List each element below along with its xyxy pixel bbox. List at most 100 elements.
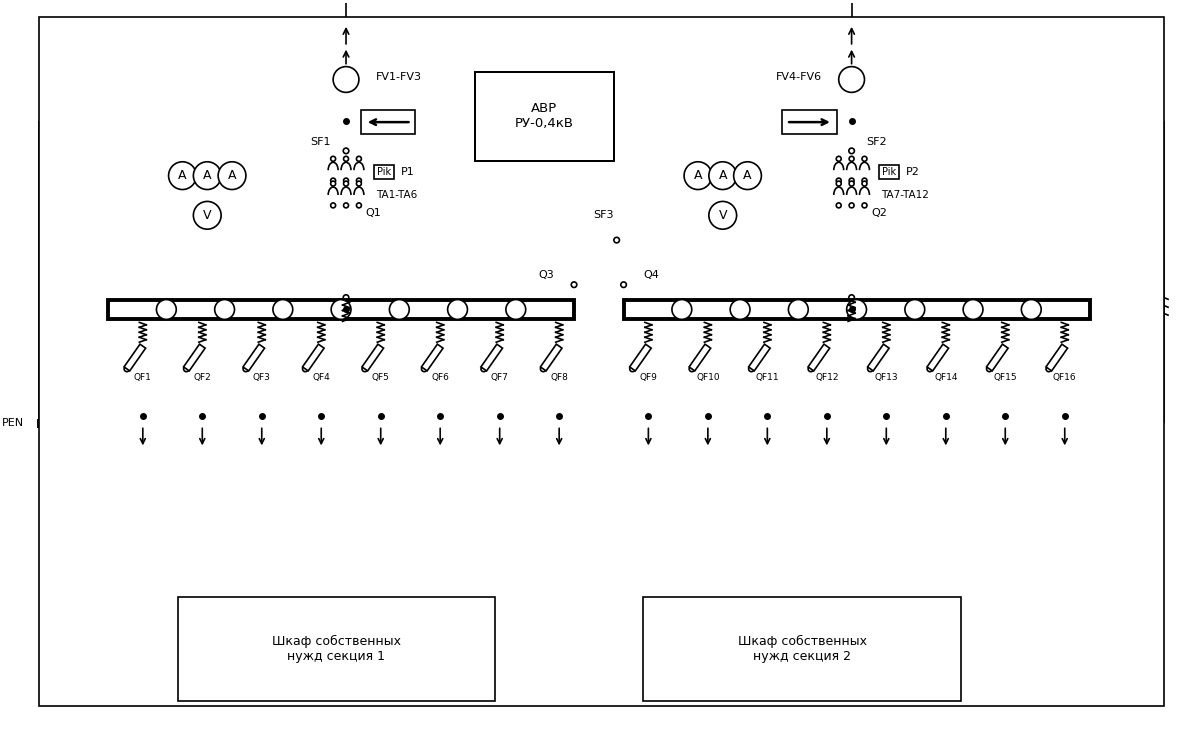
Circle shape xyxy=(505,300,526,319)
Circle shape xyxy=(850,181,854,186)
Polygon shape xyxy=(690,344,711,371)
Text: FV4-FV6: FV4-FV6 xyxy=(776,71,822,82)
Circle shape xyxy=(390,300,409,319)
Circle shape xyxy=(789,300,808,319)
Bar xyxy=(624,300,1090,319)
Circle shape xyxy=(963,300,983,319)
Circle shape xyxy=(848,295,854,300)
Circle shape xyxy=(836,156,841,161)
Text: PEN: PEN xyxy=(1,418,24,429)
Circle shape xyxy=(862,178,866,183)
Circle shape xyxy=(356,181,361,186)
Text: QF10: QF10 xyxy=(695,373,719,382)
Bar xyxy=(474,71,614,161)
Circle shape xyxy=(331,156,336,161)
Circle shape xyxy=(987,366,992,372)
Bar xyxy=(361,110,416,134)
Polygon shape xyxy=(927,344,949,371)
Polygon shape xyxy=(243,344,264,371)
Circle shape xyxy=(848,148,854,154)
Text: A: A xyxy=(228,169,237,182)
Circle shape xyxy=(356,156,361,161)
Text: P2: P2 xyxy=(906,167,920,176)
Bar xyxy=(178,597,495,701)
Text: Шкаф собственных
нужд секция 2: Шкаф собственных нужд секция 2 xyxy=(737,635,866,663)
Circle shape xyxy=(194,162,221,190)
Circle shape xyxy=(850,203,854,208)
Circle shape xyxy=(1022,300,1041,319)
Circle shape xyxy=(343,148,349,154)
Circle shape xyxy=(927,366,932,372)
Text: P1: P1 xyxy=(400,167,415,176)
Polygon shape xyxy=(987,344,1009,371)
Circle shape xyxy=(808,366,814,372)
Circle shape xyxy=(422,366,427,372)
Circle shape xyxy=(672,300,692,319)
Text: QF11: QF11 xyxy=(755,373,779,382)
Text: Шкаф собственных
нужд секция 1: Шкаф собственных нужд секция 1 xyxy=(271,635,400,663)
Circle shape xyxy=(850,178,854,183)
Text: Q4: Q4 xyxy=(643,270,660,280)
Text: Q3: Q3 xyxy=(539,270,554,280)
Polygon shape xyxy=(422,344,443,371)
Text: Pik: Pik xyxy=(376,167,391,176)
Circle shape xyxy=(862,203,866,208)
Circle shape xyxy=(480,366,486,372)
Text: Q2: Q2 xyxy=(871,208,888,218)
Bar xyxy=(643,597,961,701)
Circle shape xyxy=(614,238,619,243)
Polygon shape xyxy=(748,344,771,371)
Bar xyxy=(783,110,836,134)
Circle shape xyxy=(734,162,761,190)
Circle shape xyxy=(184,366,189,372)
Circle shape xyxy=(343,156,349,161)
Text: V: V xyxy=(203,208,212,222)
Text: QF14: QF14 xyxy=(934,373,957,382)
Text: QF4: QF4 xyxy=(312,373,330,382)
Circle shape xyxy=(836,203,841,208)
Circle shape xyxy=(748,366,754,372)
Text: A: A xyxy=(694,169,703,182)
Text: Pik: Pik xyxy=(882,167,896,176)
Circle shape xyxy=(343,295,349,300)
Circle shape xyxy=(448,300,467,319)
Polygon shape xyxy=(124,344,146,371)
Text: SF2: SF2 xyxy=(866,137,887,147)
Circle shape xyxy=(124,366,130,372)
Text: A: A xyxy=(203,169,212,182)
Polygon shape xyxy=(540,344,562,371)
Polygon shape xyxy=(808,344,829,371)
Circle shape xyxy=(571,282,577,287)
Circle shape xyxy=(684,162,712,190)
Text: QF13: QF13 xyxy=(875,373,899,382)
Circle shape xyxy=(862,156,866,161)
Text: QF12: QF12 xyxy=(815,373,839,382)
Text: QF6: QF6 xyxy=(431,373,449,382)
Text: QF3: QF3 xyxy=(253,373,271,382)
Circle shape xyxy=(1046,366,1052,372)
Circle shape xyxy=(839,66,864,93)
Circle shape xyxy=(362,366,368,372)
Circle shape xyxy=(272,300,293,319)
Polygon shape xyxy=(1046,344,1067,371)
Polygon shape xyxy=(480,344,503,371)
Circle shape xyxy=(850,156,854,161)
Circle shape xyxy=(215,300,234,319)
Polygon shape xyxy=(184,344,206,371)
Text: QF1: QF1 xyxy=(134,373,152,382)
Circle shape xyxy=(836,181,841,186)
Circle shape xyxy=(540,366,546,372)
Text: QF8: QF8 xyxy=(550,373,568,382)
Circle shape xyxy=(709,201,736,229)
Circle shape xyxy=(331,178,336,183)
Polygon shape xyxy=(302,344,324,371)
Circle shape xyxy=(331,181,336,186)
Circle shape xyxy=(331,203,336,208)
Circle shape xyxy=(905,300,925,319)
Circle shape xyxy=(868,366,874,372)
Text: QF16: QF16 xyxy=(1053,373,1077,382)
Bar xyxy=(880,165,899,179)
Polygon shape xyxy=(868,344,889,371)
Text: АВР
РУ-0,4кВ: АВР РУ-0,4кВ xyxy=(515,102,574,130)
Circle shape xyxy=(630,366,636,372)
